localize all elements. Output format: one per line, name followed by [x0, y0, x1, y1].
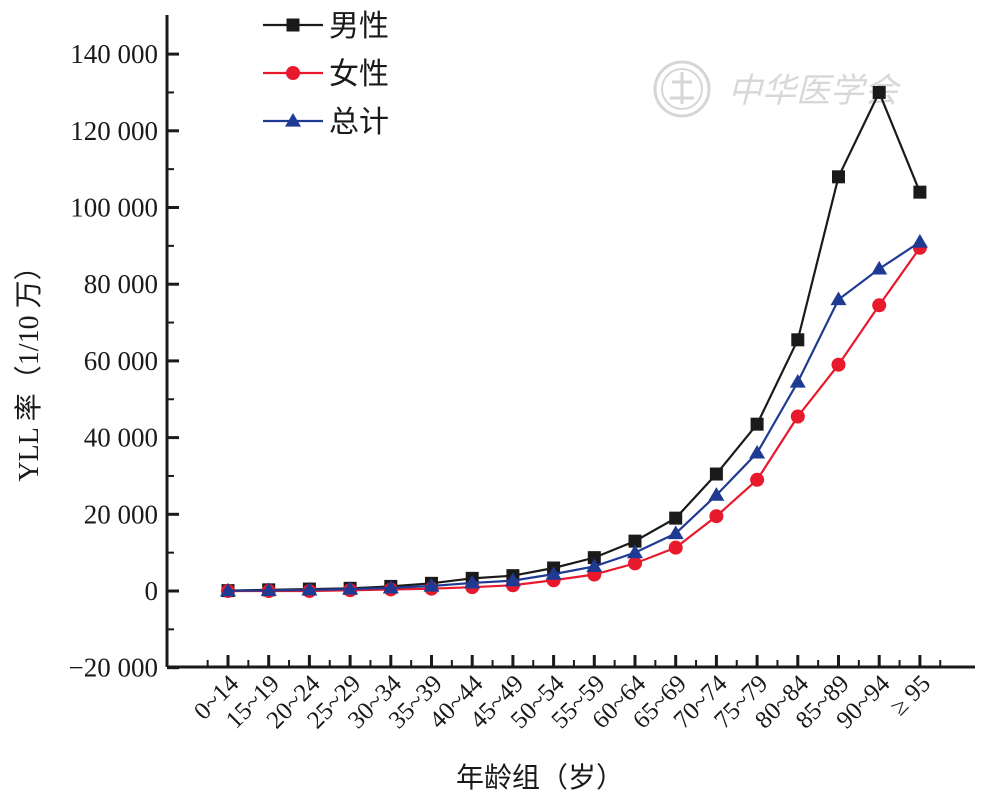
- y-tick-label: 40 000: [84, 423, 158, 453]
- data-point-triangle: [830, 291, 847, 306]
- data-point-triangle: [708, 487, 725, 501]
- data-point-triangle: [871, 260, 888, 275]
- data-point-triangle: [285, 113, 301, 127]
- data-point-triangle: [301, 581, 318, 596]
- data-point-triangle: [545, 566, 562, 580]
- data-point-circle: [831, 357, 846, 372]
- series-line: [227, 89, 921, 592]
- series-triangle: [220, 234, 928, 597]
- data-point-circle: [872, 298, 887, 313]
- y-tick-label: 100 000: [70, 193, 158, 223]
- data-point-square: [791, 333, 805, 347]
- y-tick-label: 60 000: [84, 346, 158, 376]
- data-point-triangle: [342, 581, 359, 595]
- legend-label: 总计: [329, 106, 389, 139]
- data-point-triangle: [260, 582, 277, 597]
- series-circle: [221, 240, 927, 598]
- series-line: [227, 241, 921, 592]
- data-point-circle: [628, 556, 642, 571]
- data-point-triangle: [667, 525, 684, 540]
- data-point-triangle: [749, 444, 766, 459]
- data-point-triangle: [464, 574, 481, 589]
- legend-label: 男性: [329, 10, 389, 43]
- y-tick-label: −20 000: [69, 653, 158, 683]
- watermark: 中华医学会: [653, 60, 902, 118]
- legend-label: 女性: [329, 58, 389, 91]
- series-group: [220, 85, 928, 598]
- data-point-square: [709, 467, 723, 481]
- data-point-circle: [668, 540, 683, 555]
- data-point-circle: [790, 409, 805, 424]
- y-axis-title: YLL 率（1/10 万）: [13, 252, 45, 481]
- y-tick-label: 20 000: [84, 499, 158, 529]
- y-tick-label: 140 000: [70, 39, 158, 69]
- data-point-square: [587, 551, 601, 565]
- data-point-square: [669, 511, 683, 525]
- data-point-triangle: [220, 582, 236, 597]
- data-point-triangle: [504, 572, 521, 587]
- y-tick-label: 120 000: [70, 116, 158, 146]
- axes: [165, 15, 975, 669]
- data-point-circle: [750, 472, 765, 487]
- data-point-triangle: [627, 544, 643, 559]
- data-point-square: [628, 534, 642, 548]
- data-point-triangle: [911, 234, 928, 248]
- data-point-triangle: [586, 558, 603, 573]
- y-tick-label: 80 000: [84, 269, 158, 299]
- series-square: [221, 85, 927, 598]
- watermark-seal-icon: [653, 60, 711, 118]
- data-point-circle: [286, 66, 300, 80]
- x-axis-title: 年龄组（岁）: [456, 762, 624, 794]
- series-line: [228, 247, 921, 593]
- data-point-square: [286, 18, 300, 32]
- data-point-triangle: [382, 579, 399, 594]
- data-point-circle: [709, 509, 724, 524]
- data-point-triangle: [423, 578, 440, 592]
- x-tick-label: ≥ 95: [885, 670, 936, 721]
- data-point-square: [832, 170, 845, 184]
- data-point-square: [913, 185, 927, 199]
- data-point-square: [750, 417, 764, 431]
- data-point-square: [872, 85, 886, 99]
- y-axis-ticks: −20 000 0 20 000 40 000 60 000 80 000 100 000 1…: [69, 39, 179, 683]
- y-tick-label: 0: [145, 576, 159, 606]
- data-point-triangle: [789, 373, 806, 388]
